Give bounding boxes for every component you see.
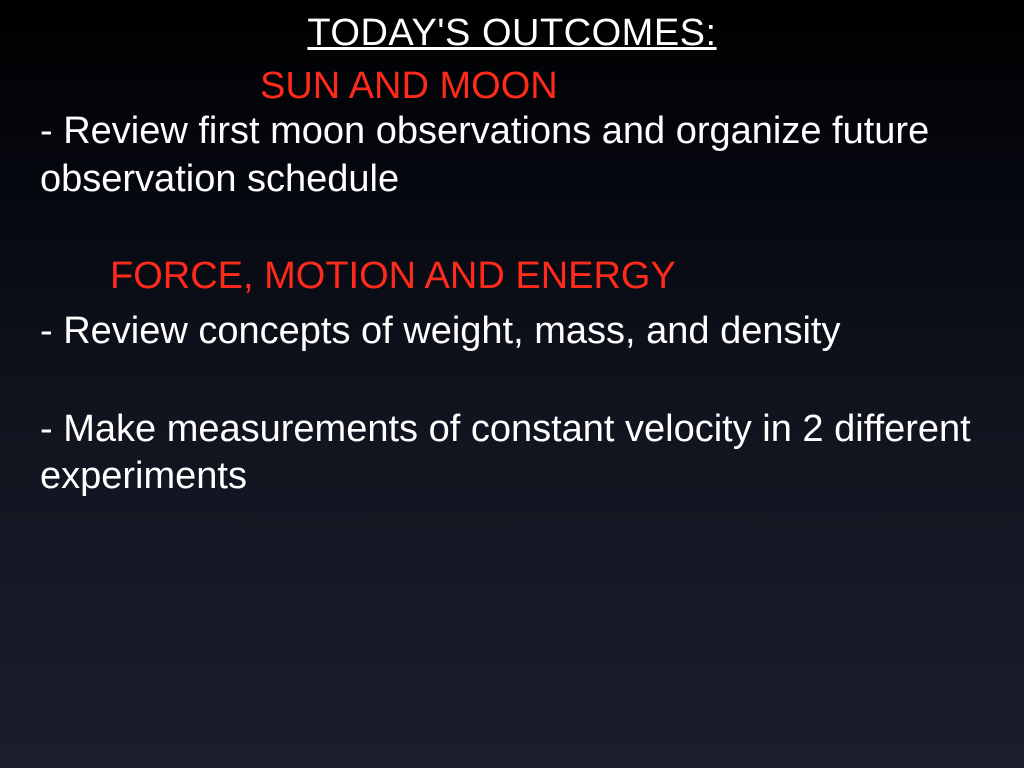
bullet-item-1: - Review first moon observations and org… [40, 108, 964, 203]
section-heading-1: SUN AND MOON [40, 65, 964, 108]
slide-title: TODAY'S OUTCOMES: [0, 0, 1024, 55]
presentation-slide: TODAY'S OUTCOMES: SUN AND MOON - Review … [0, 0, 1024, 768]
section-force-motion-energy: FORCE, MOTION AND ENERGY - Review concep… [40, 255, 984, 501]
bullet-item-2: - Review concepts of weight, mass, and d… [40, 308, 984, 356]
bullet-item-3: - Make measurements of constant velocity… [40, 406, 984, 501]
section-sun-and-moon: SUN AND MOON - Review first moon observa… [40, 65, 964, 203]
section-heading-2: FORCE, MOTION AND ENERGY [40, 255, 984, 298]
